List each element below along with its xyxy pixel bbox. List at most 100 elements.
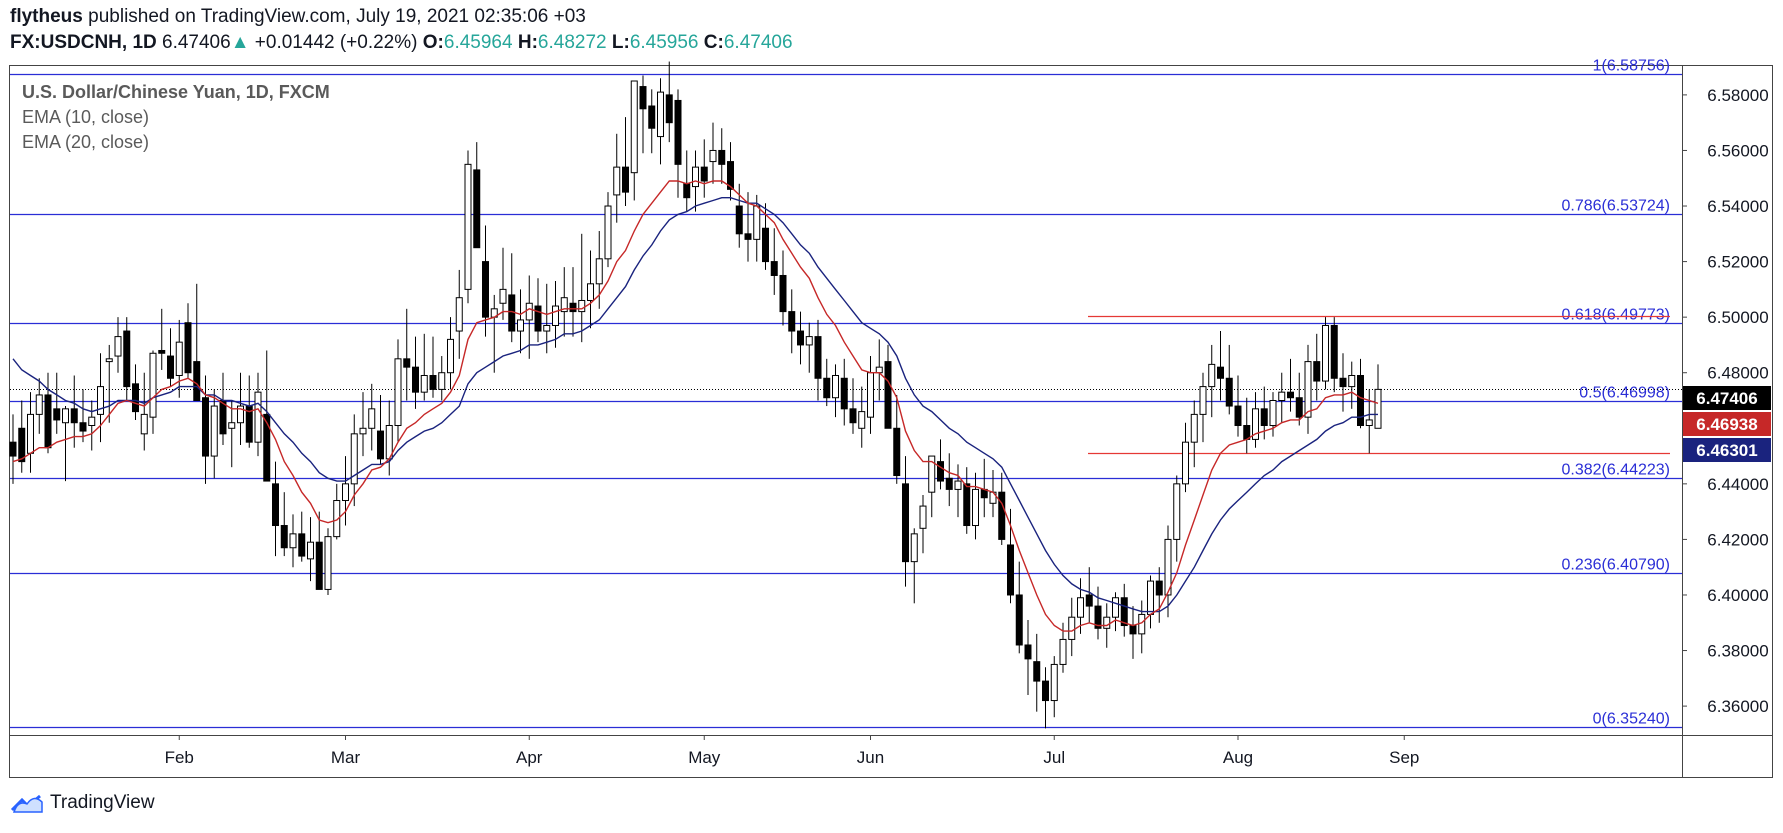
fib-label: 0.382(6.44223) xyxy=(1561,462,1670,479)
candle-body xyxy=(849,408,857,424)
price-axis[interactable]: 6.58000 6.56000 6.54000 6.52000 6.50000 6.480… xyxy=(1682,86,1769,716)
candle xyxy=(587,250,594,329)
time-tick-label: Mar xyxy=(331,748,361,767)
candle-body xyxy=(228,422,236,429)
candle xyxy=(263,350,271,482)
candle-body xyxy=(377,430,384,460)
symbol-label[interactable]: FX:USDCNH, 1D xyxy=(10,32,157,53)
candle-body xyxy=(1278,391,1286,402)
tradingview-logo-icon xyxy=(10,794,43,813)
candle xyxy=(167,328,174,387)
candle xyxy=(438,356,446,401)
author-name[interactable]: flytheus xyxy=(10,6,83,27)
candle xyxy=(552,281,559,348)
candle-body xyxy=(9,441,17,457)
candle xyxy=(280,492,288,557)
candle xyxy=(718,128,726,184)
candle-body xyxy=(254,391,262,443)
candle-body xyxy=(473,169,481,249)
candle xyxy=(1287,358,1294,412)
candle-body xyxy=(272,483,279,527)
candle-body xyxy=(744,233,752,240)
low-value: 6.45956 xyxy=(629,32,699,53)
tradingview-footer[interactable]: TradingView xyxy=(10,792,155,814)
close-label: C: xyxy=(703,32,724,53)
candle-body xyxy=(280,525,288,549)
time-tick-label: Aug xyxy=(1223,748,1253,767)
candle-body xyxy=(945,477,953,490)
candle-body xyxy=(692,166,699,188)
time-tick-label: Jul xyxy=(1043,748,1065,767)
candle xyxy=(482,225,489,337)
fib-label: 0.618(6.49773) xyxy=(1561,307,1670,324)
candle xyxy=(1155,567,1163,623)
candle-body xyxy=(368,408,376,429)
candle-body xyxy=(210,405,218,457)
candle-body xyxy=(709,149,717,163)
candle-body xyxy=(1252,408,1259,440)
candle xyxy=(954,464,962,518)
candle-body xyxy=(298,533,306,557)
candle-body xyxy=(175,341,183,376)
candle-body xyxy=(324,536,332,590)
candle xyxy=(613,133,621,223)
candle-body xyxy=(674,99,682,165)
candle xyxy=(228,400,236,468)
candle-body xyxy=(1357,374,1364,427)
open-value: 6.45964 xyxy=(443,32,513,53)
candle-body xyxy=(202,397,209,457)
candle-body xyxy=(1269,400,1277,427)
close-value: 6.47406 xyxy=(723,32,793,53)
candle-body xyxy=(552,305,559,326)
candle-body xyxy=(1085,594,1093,607)
candle-body xyxy=(884,361,892,429)
candle-body xyxy=(18,427,26,463)
candle-body xyxy=(62,408,69,424)
candle-body xyxy=(97,386,104,415)
candle xyxy=(972,472,979,540)
candle xyxy=(499,247,507,320)
price-change: +0.01442 (+0.22%) xyxy=(254,32,418,53)
candle-body xyxy=(1217,366,1224,379)
candle-body xyxy=(420,374,428,393)
candle xyxy=(508,253,516,343)
candle-body xyxy=(412,366,419,393)
candle-body xyxy=(805,336,813,346)
price-tick-label: 6.42000 xyxy=(1707,530,1768,549)
candle-body xyxy=(237,405,244,424)
candle xyxy=(394,339,402,443)
candle-body xyxy=(53,408,61,421)
candle xyxy=(289,514,297,568)
candle-body xyxy=(1147,580,1154,615)
candle xyxy=(315,511,323,590)
candle xyxy=(473,142,481,249)
time-axis[interactable]: Feb Mar Apr May Jun Jul Aug Sep xyxy=(165,735,1420,767)
candle xyxy=(709,122,717,184)
candle-body xyxy=(639,86,647,110)
candle xyxy=(88,400,96,451)
fib-label: 0.786(6.53724) xyxy=(1561,198,1670,215)
candle xyxy=(867,356,874,434)
candle-body xyxy=(27,413,34,454)
candle xyxy=(727,142,734,201)
candle xyxy=(97,353,104,443)
candle xyxy=(193,283,201,401)
candle xyxy=(9,414,17,484)
candle-body xyxy=(167,355,174,379)
candle xyxy=(412,336,419,409)
candle-body xyxy=(534,305,542,332)
candle xyxy=(578,233,586,343)
candle xyxy=(823,358,831,407)
candle xyxy=(875,339,883,401)
candle xyxy=(832,364,839,418)
ema-lines xyxy=(12,180,1379,632)
candle-body xyxy=(1015,594,1023,646)
candle xyxy=(1339,353,1347,412)
candle-body xyxy=(875,366,883,374)
fib-levels[interactable]: 1(6.58756) 0.786(6.53724) 0.618(6.49773) 0.… xyxy=(10,58,1682,729)
candle-body xyxy=(963,483,971,527)
candle xyxy=(1147,575,1154,629)
candle xyxy=(665,61,673,143)
candle xyxy=(359,392,367,457)
